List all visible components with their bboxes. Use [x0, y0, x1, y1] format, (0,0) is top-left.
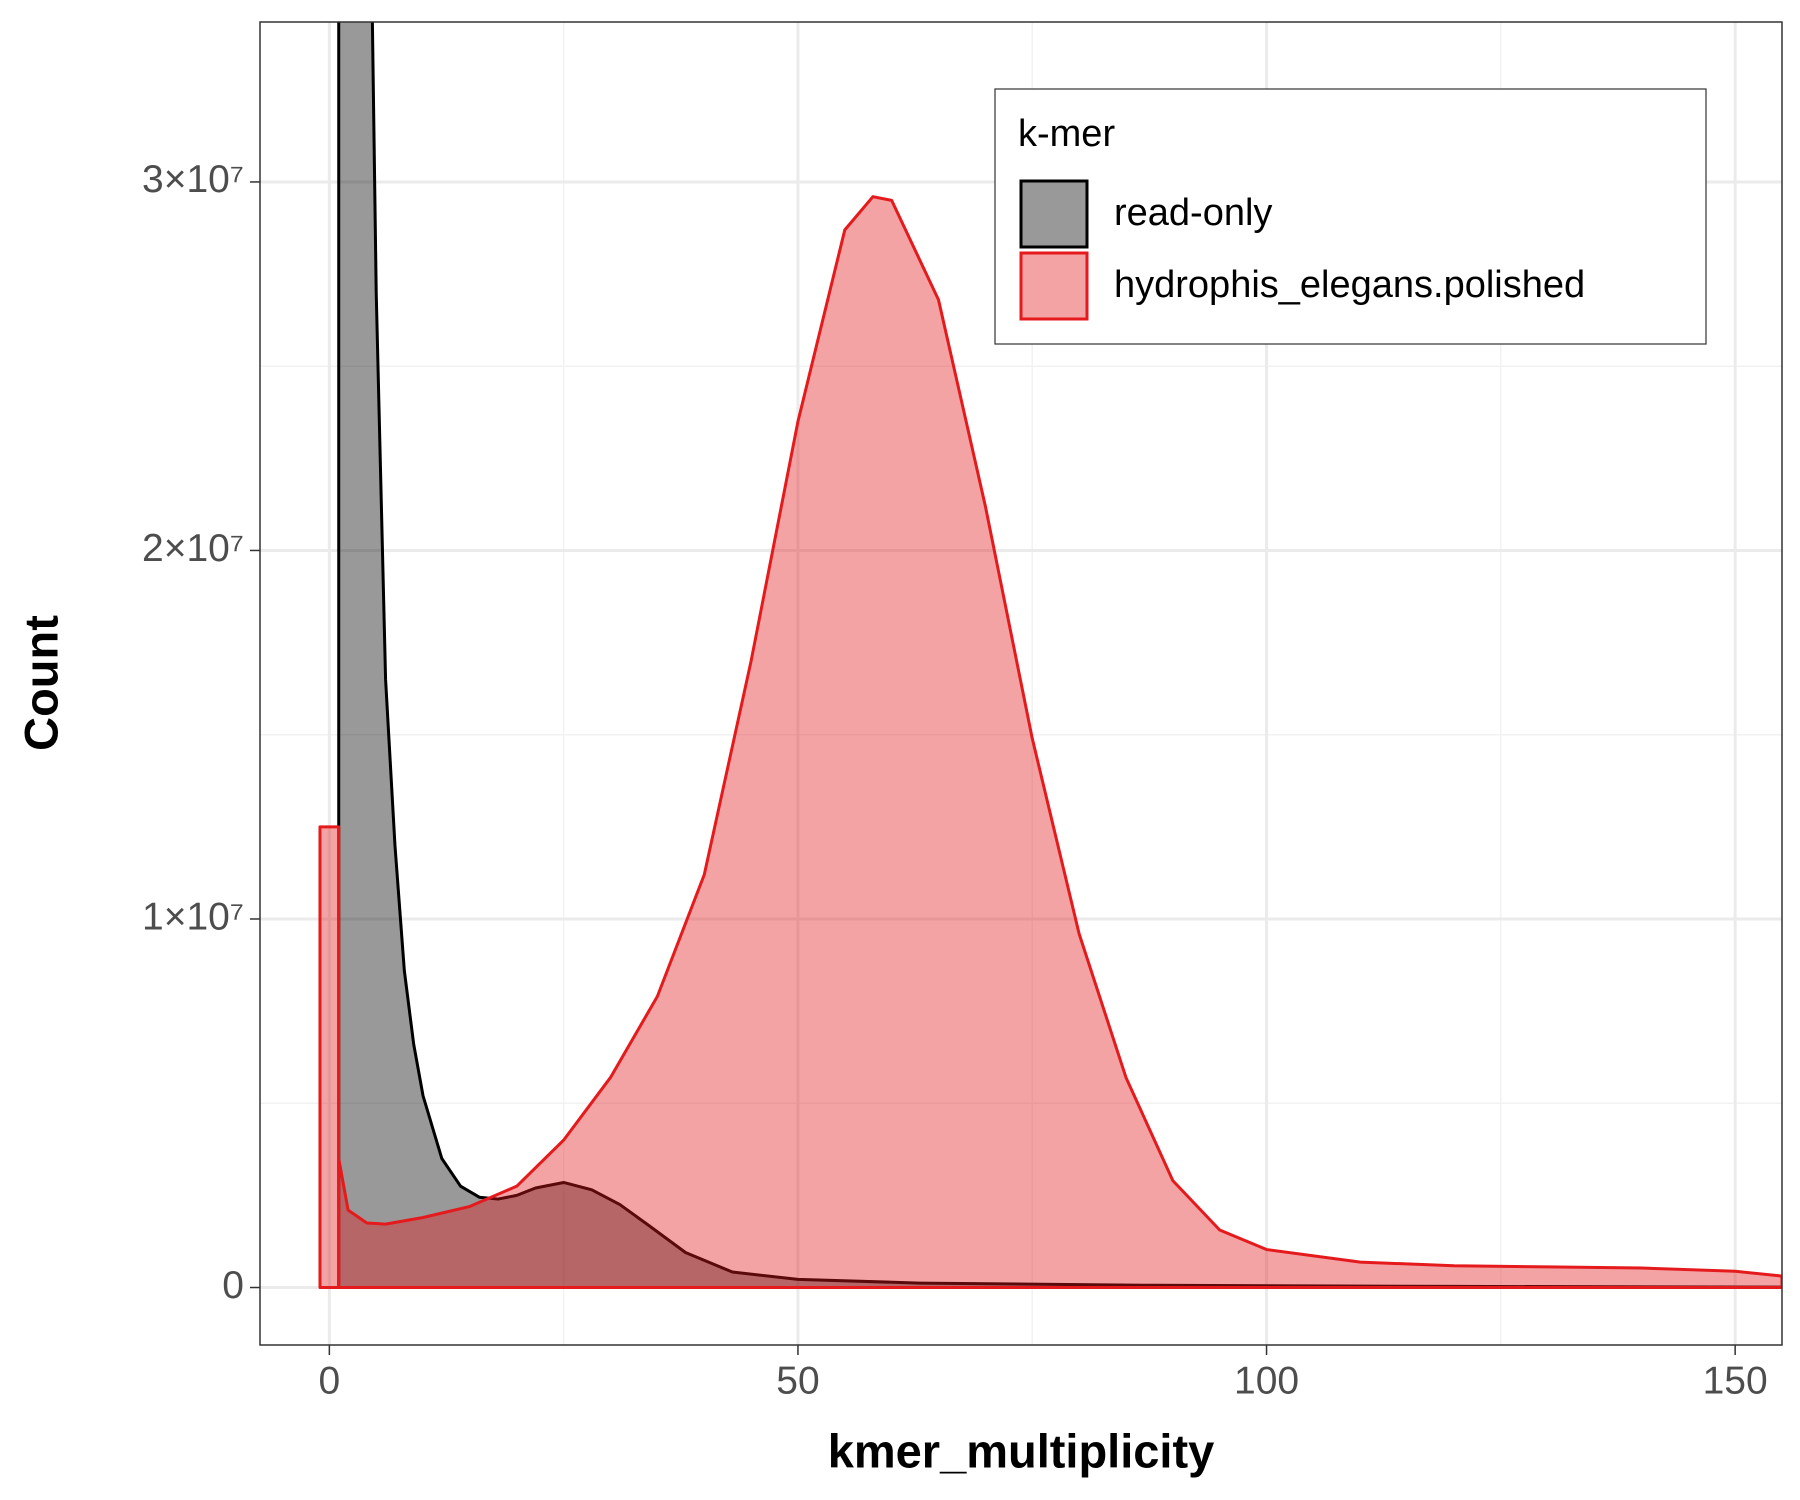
legend-label: hydrophis_elegans.polished [1114, 264, 1585, 306]
y-axis-title: Count [14, 615, 67, 751]
x-tick-label: 150 [1703, 1359, 1768, 1402]
y-tick-label: 2×10⁷ [142, 527, 244, 570]
x-tick-label: 100 [1234, 1359, 1299, 1402]
area [318, 195, 1782, 1290]
legend: k-mer read-only hydrophis_elegans.polished [994, 88, 1707, 345]
x-axis-title: kmer_multiplicity [828, 1424, 1215, 1477]
y-tick-label: 0 [222, 1264, 244, 1307]
legend-key [1019, 179, 1089, 249]
y-tick-label: 3×10⁷ [142, 158, 244, 201]
legend-box [994, 88, 1707, 345]
plot-area [318, 22, 1782, 1290]
x-tick-label: 0 [319, 1359, 341, 1402]
y-tick-label: 1×10⁷ [142, 895, 244, 938]
axes: 0 50 100 150 0 1×10⁷ 2×10⁷ 3×10⁷ [142, 158, 1768, 1402]
panel-border [259, 21, 1783, 1346]
x-tick-label: 50 [776, 1359, 819, 1402]
legend-title: k-mer [1018, 113, 1115, 155]
legend-label: read-only [1114, 192, 1272, 234]
area [337, 22, 1782, 1290]
legend-key [1019, 251, 1089, 321]
